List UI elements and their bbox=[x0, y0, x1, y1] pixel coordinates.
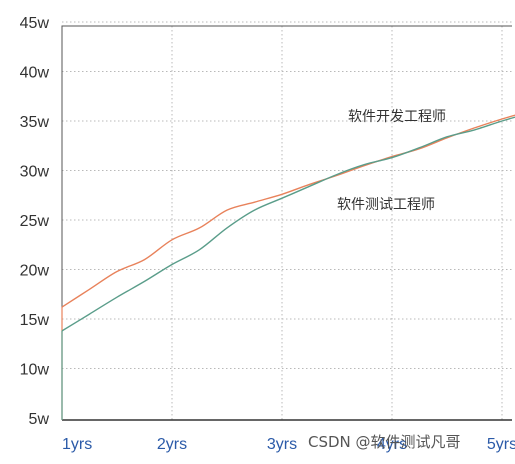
x-tick-label: 1yrs bbox=[62, 436, 92, 453]
watermark: CSDN @软件测试凡哥 bbox=[308, 433, 461, 451]
y-tick-labels: 45w 40w 35w 30w 25w 20w 15w 10w 5w bbox=[20, 15, 50, 428]
axes bbox=[61, 25, 512, 421]
grid-lines bbox=[62, 21, 512, 420]
x-tick-labels: 1yrs 2yrs 3yrs 4yrs 5yrs bbox=[62, 436, 515, 453]
series-line-dev-engineer bbox=[61, 114, 515, 308]
y-tick-label: 40w bbox=[20, 65, 50, 82]
x-tick-label: 4yrs bbox=[377, 436, 407, 453]
annotation-test-engineer: 软件测试工程师 bbox=[337, 197, 435, 213]
x-tick-label: 3yrs bbox=[267, 436, 297, 453]
annotation-dev-engineer: 软件开发工程师 bbox=[348, 109, 446, 125]
y-tick-label: 35w bbox=[20, 114, 50, 131]
y-tick-label: 10w bbox=[20, 362, 50, 379]
y-tick-label: 5w bbox=[29, 411, 50, 428]
y-tick-label: 30w bbox=[20, 164, 50, 181]
series-lines bbox=[61, 114, 515, 420]
x-tick-label: 5yrs bbox=[487, 436, 515, 453]
y-tick-label: 20w bbox=[20, 263, 50, 280]
y-tick-label: 45w bbox=[20, 15, 50, 32]
y-tick-label: 25w bbox=[20, 213, 50, 230]
y-tick-label: 15w bbox=[20, 312, 50, 329]
plot-frame bbox=[61, 25, 512, 420]
x-tick-label: 2yrs bbox=[157, 436, 187, 453]
series-line-test-engineer bbox=[61, 116, 515, 332]
